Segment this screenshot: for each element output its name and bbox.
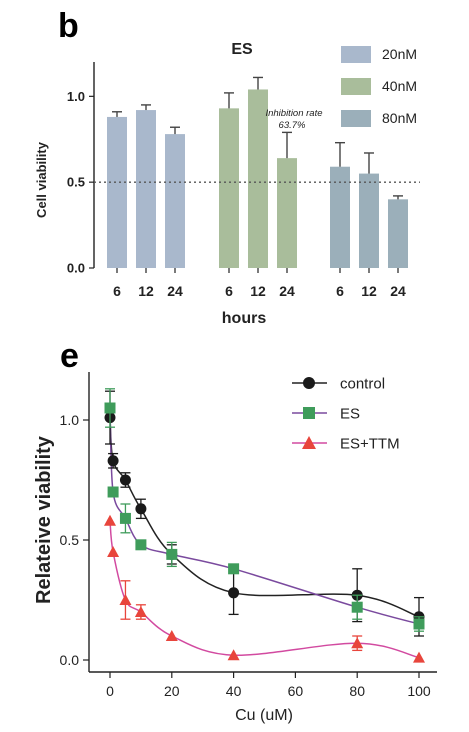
chart-e-legend: control ES ES+TTM [292, 376, 400, 453]
point-ES-10 [135, 539, 147, 551]
point-control-10 [135, 503, 147, 515]
point-ES-40 [228, 563, 240, 575]
chart-b-y-axis-label: Cell viability [34, 141, 49, 218]
chart-b-title: ES [231, 41, 253, 58]
x-tick-label-80: 80 [349, 683, 365, 699]
panel-e: e Relateive viability Cu (uM) 0.00.51.00… [33, 337, 437, 724]
point-ES+TTM-20 [165, 630, 178, 641]
point-ES+TTM-10 [134, 606, 147, 617]
chart-b-bars [107, 76, 408, 268]
chart-b-x-axis-label: hours [222, 310, 267, 327]
bar-80nM-24 [388, 199, 408, 268]
legend-label-ES+TTM: ES+TTM [340, 436, 400, 453]
point-ES+TTM-1 [107, 546, 120, 557]
y-tick-label-0.5: 0.5 [60, 532, 80, 548]
point-control-1 [107, 455, 119, 467]
point-ES-1 [107, 486, 119, 498]
legend-marker-control [303, 377, 315, 389]
x-tick-label-80nM-12: 12 [361, 283, 377, 299]
point-ES+TTM-80 [351, 637, 364, 649]
legend-marker-ES+TTM [302, 436, 316, 449]
bar-80nM-6 [330, 166, 350, 268]
chart-e-axes: 0.0 0.5 1.0 0 20 40 60 80 100 [60, 372, 437, 699]
legend-swatch-20nM [341, 46, 371, 63]
point-ES+TTM-100 [413, 651, 425, 663]
panel-b-letter: b [58, 7, 79, 45]
legend-marker-ES [303, 407, 315, 419]
point-ES-80 [351, 601, 363, 613]
bar-20nM-6 [107, 116, 127, 268]
annotation-line-2: 63.7% [279, 120, 306, 131]
x-tick-label-100: 100 [407, 683, 431, 699]
bar-40nM-6 [219, 108, 239, 268]
point-control-5 [119, 474, 131, 486]
legend-label-20nM: 20nM [382, 46, 417, 62]
legend-label-40nM: 40nM [382, 78, 417, 94]
bar-20nM-24 [165, 134, 185, 268]
chart-b-axes: 6 12 24 6 12 24 6 12 24 0.0 0.5 1.0 [67, 62, 420, 299]
point-control-40 [228, 587, 240, 599]
point-ES-100 [413, 618, 425, 630]
x-tick-label-60: 60 [288, 683, 304, 699]
panel-b: b ES Cell viability hours 6 12 24 6 12 24 6 12 2… [34, 7, 420, 327]
bar-80nM-12 [359, 173, 379, 268]
chart-e-x-axis-label: Cu (uM) [235, 707, 293, 724]
bar-40nM-24 [277, 158, 297, 268]
y-tick-label-1.0: 1.0 [60, 412, 80, 428]
x-tick-label-20nM-12: 12 [138, 283, 154, 299]
bar-20nM-12 [136, 110, 156, 268]
x-tick-label-20nM-24: 24 [167, 283, 183, 299]
panel-e-letter: e [60, 337, 79, 375]
point-ES+TTM-40 [227, 649, 240, 661]
chart-b-annotation: Inhibition rate 63.7% [265, 108, 322, 131]
legend-label-control: control [340, 376, 385, 393]
annotation-line-1: Inhibition rate [265, 108, 322, 119]
x-tick-label-40nM-6: 6 [225, 283, 233, 299]
point-ES+TTM-5 [119, 594, 132, 605]
x-tick-label-20: 20 [164, 683, 180, 699]
x-tick-label-20nM-6: 6 [113, 283, 121, 299]
point-ES+TTM-0 [104, 514, 116, 526]
y-tick-label-0.0: 0.0 [67, 261, 85, 276]
x-tick-label-40nM-12: 12 [250, 283, 266, 299]
legend-label-ES: ES [340, 406, 360, 423]
y-tick-label-1.0: 1.0 [67, 89, 85, 104]
bar-40nM-12 [248, 89, 268, 268]
chart-e-y-axis-label: Relateive viability [33, 435, 55, 604]
chart-e-points [104, 388, 425, 663]
fit-curve-ES+TTM [109, 520, 420, 659]
x-tick-label-80nM-24: 24 [390, 283, 406, 299]
point-ES-20 [166, 548, 178, 560]
y-tick-label-0.5: 0.5 [67, 175, 85, 190]
legend-swatch-80nM [341, 110, 371, 127]
y-tick-label-0.0: 0.0 [60, 652, 80, 668]
legend-label-80nM: 80nM [382, 110, 417, 126]
x-tick-label-40: 40 [226, 683, 242, 699]
chart-b-legend: 20nM 40nM 80nM [341, 46, 417, 127]
point-ES-0 [104, 402, 116, 414]
point-ES-5 [119, 512, 131, 524]
x-tick-label-0: 0 [106, 683, 114, 699]
x-tick-label-80nM-6: 6 [336, 283, 344, 299]
x-tick-label-40nM-24: 24 [279, 283, 295, 299]
legend-swatch-40nM [341, 78, 371, 95]
